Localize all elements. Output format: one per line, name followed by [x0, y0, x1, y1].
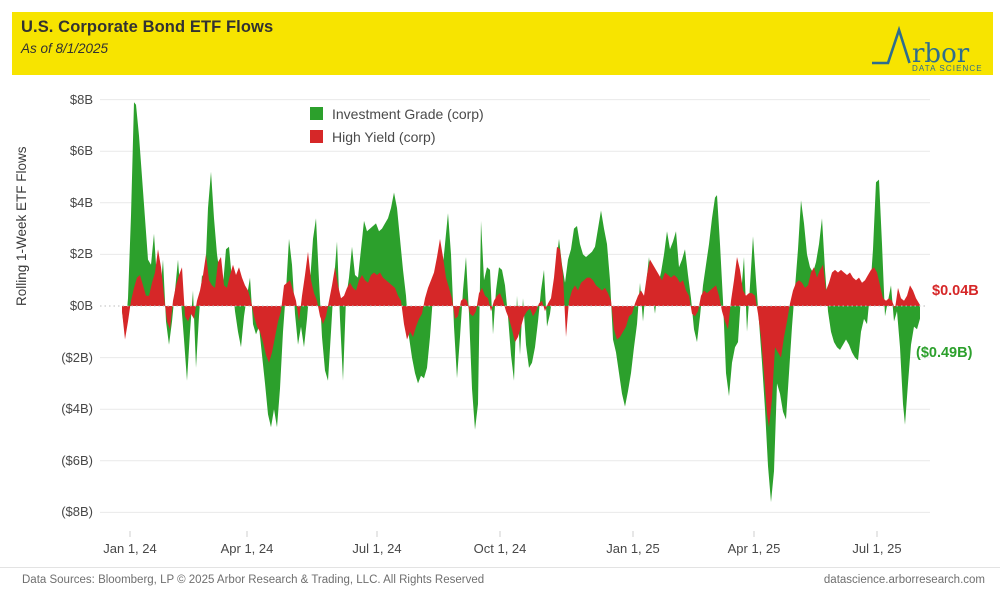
annotation-high-yield-last-value: $0.04B — [932, 283, 979, 299]
legend-swatch-icon — [310, 130, 323, 143]
x-tick-label: Jul 1, 24 — [352, 541, 402, 556]
y-tick-label: ($2B) — [61, 349, 93, 365]
area-series — [122, 102, 920, 503]
y-tick-label: ($4B) — [61, 401, 93, 417]
brand-subtitle: DATA SCIENCE — [912, 64, 983, 73]
y-tick-label: ($6B) — [61, 452, 93, 468]
legend-item: Investment Grade (corp) — [310, 102, 484, 125]
y-tick-label: $0B — [69, 298, 93, 313]
x-tick-label: Apr 1, 25 — [727, 541, 781, 556]
page-subtitle: As of 8/1/2025 — [21, 41, 109, 56]
area-series — [122, 238, 920, 428]
brand-wordmark: rbor — [912, 39, 970, 69]
page-title: U.S. Corporate Bond ETF Flows — [21, 18, 274, 36]
y-tick-label: ($8B) — [61, 504, 93, 520]
logo-peak-icon — [872, 25, 911, 65]
legend-label: High Yield (corp) — [332, 128, 436, 145]
footer-url: datascience.arborresearch.com — [823, 574, 985, 586]
x-tick-label: Oct 1, 24 — [473, 541, 527, 556]
x-tick-label: Jul 1, 25 — [852, 541, 902, 556]
y-tick-label: $6B — [69, 143, 93, 159]
header-banner: U.S. Corporate Bond ETF Flows As of 8/1/… — [12, 12, 993, 75]
annotation-investment-grade-last-value: ($0.49B) — [916, 345, 973, 361]
y-tick-label: $8B — [69, 91, 93, 107]
arbor-logo: rbor DATA SCIENCE — [872, 25, 983, 73]
legend-swatch-icon — [310, 107, 323, 120]
legend-label: Investment Grade (corp) — [332, 105, 484, 122]
x-tick-label: Jan 1, 25 — [606, 541, 660, 556]
y-tick-label: $4B — [69, 194, 93, 210]
legend-item: High Yield (corp) — [310, 125, 484, 148]
legend: Investment Grade (corp) High Yield (corp) — [310, 102, 484, 148]
y-tick-label: $2B — [69, 246, 93, 262]
x-tick-label: Jan 1, 24 — [103, 541, 157, 556]
footer: Data Sources: Bloomberg, LP © 2025 Arbor… — [0, 567, 1000, 601]
x-tick-label: Apr 1, 24 — [220, 541, 274, 556]
footer-credits: Data Sources: Bloomberg, LP © 2025 Arbor… — [22, 574, 485, 586]
